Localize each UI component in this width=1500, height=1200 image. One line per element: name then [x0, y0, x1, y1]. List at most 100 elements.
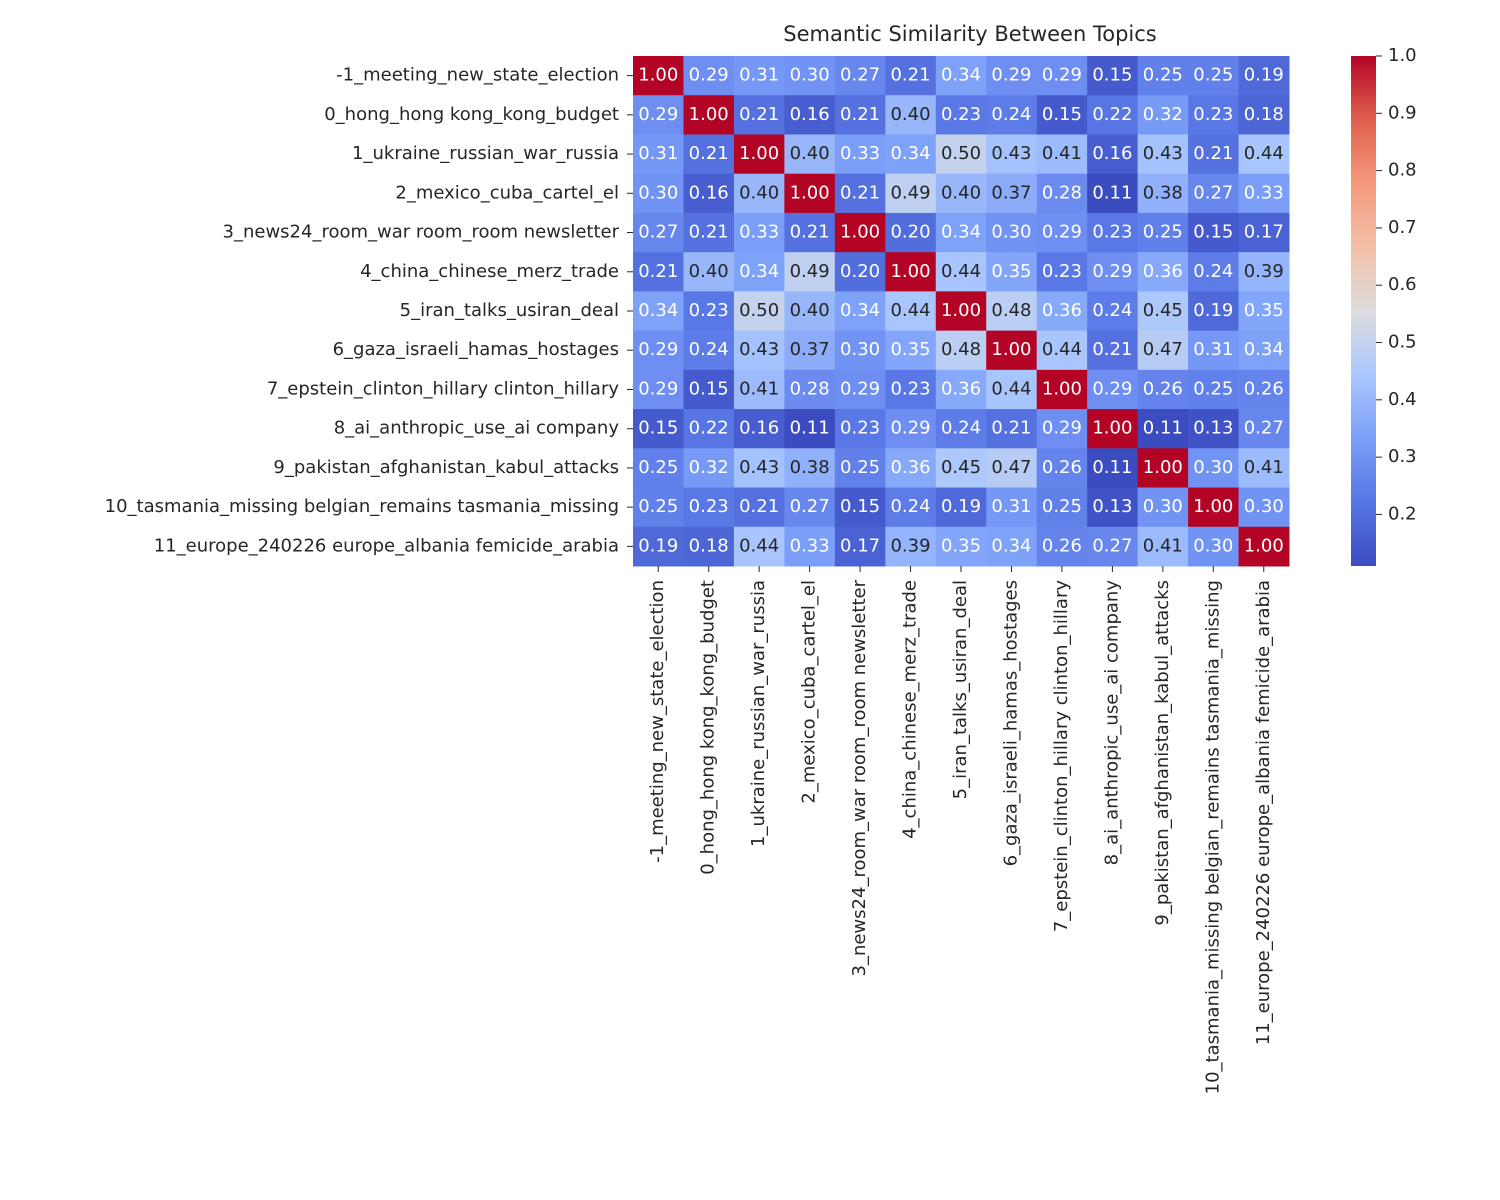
- cell-label: 0.21: [638, 261, 678, 282]
- cell-label: 0.31: [991, 496, 1031, 517]
- heatmap-cell: [683, 291, 735, 332]
- heatmap-cell: [1036, 173, 1088, 214]
- heatmap-cell: [1188, 330, 1240, 371]
- heatmap-cell: [986, 56, 1038, 96]
- cell-label: 0.30: [840, 339, 880, 360]
- heatmap-cell: [935, 448, 987, 489]
- heatmap-cell: [986, 369, 1038, 410]
- cell-label: 0.48: [941, 339, 981, 360]
- cell-label: 0.24: [689, 339, 729, 360]
- cell-label: 0.25: [638, 496, 678, 517]
- cell-label: 0.21: [890, 65, 930, 86]
- heatmap-cell: [1188, 134, 1240, 175]
- cell-label: 0.50: [941, 143, 981, 164]
- heatmap-cell: [885, 134, 937, 175]
- heatmap-cell: [1137, 95, 1189, 135]
- heatmap-cell: [834, 173, 886, 214]
- cell-label: 0.29: [1092, 261, 1132, 282]
- cell-label: 0.23: [689, 300, 729, 321]
- heatmap-cell: [1188, 526, 1240, 567]
- heatmap-cell: [885, 487, 937, 528]
- cell-label: 0.49: [890, 182, 930, 203]
- heatmap-cell: [885, 252, 937, 292]
- x-tick-label: 10_tasmania_missing belgian_remains tasm…: [1202, 580, 1223, 1094]
- heatmap-cell: [1087, 369, 1139, 410]
- heatmap-cell: [1087, 526, 1139, 567]
- cell-label: 0.29: [991, 65, 1031, 86]
- cell-label: 0.29: [840, 378, 880, 399]
- cell-label: 1.00: [790, 182, 830, 203]
- x-tick-label: 3_news24_room_war room_room newsletter: [849, 579, 870, 976]
- heatmap-cell: [633, 291, 684, 332]
- colorbar-tick-label: 0.5: [1388, 332, 1417, 353]
- heatmap-cell: [1087, 291, 1139, 332]
- cell-label: 0.29: [638, 104, 678, 125]
- cell-label: 0.45: [941, 457, 981, 478]
- cell-label: 1.00: [1042, 378, 1082, 399]
- heatmap-cell: [683, 487, 735, 528]
- cell-label: 0.29: [689, 65, 729, 86]
- cell-label: 0.41: [1244, 457, 1284, 478]
- heatmap-cell: [1238, 56, 1290, 96]
- cell-label: 0.21: [689, 222, 729, 243]
- y-tick-label: 4_china_chinese_merz_trade: [360, 261, 619, 282]
- heatmap-cell: [1087, 173, 1139, 214]
- cell-label: 0.27: [1193, 182, 1233, 203]
- heatmap-cell: [1137, 173, 1189, 214]
- y-tick-label: 10_tasmania_missing belgian_remains tasm…: [105, 496, 619, 517]
- cell-label: 0.48: [991, 300, 1031, 321]
- heatmap-cell: [986, 409, 1038, 449]
- heatmap-cell: [1087, 56, 1139, 96]
- cell-label: 1.00: [1092, 418, 1132, 439]
- cell-label: 0.21: [1092, 339, 1132, 360]
- heatmap-cell: [986, 291, 1038, 332]
- cell-label: 0.21: [739, 104, 779, 125]
- cell-label: 0.39: [1244, 261, 1284, 282]
- heatmap-cell: [683, 173, 735, 214]
- heatmap-cell: [986, 448, 1038, 489]
- heatmap-cell: [1137, 369, 1189, 410]
- heatmap-cell: [733, 95, 785, 135]
- heatmap-cell: [1087, 330, 1139, 371]
- cell-label: 0.16: [1092, 143, 1132, 164]
- heatmap-cell: [784, 252, 836, 292]
- heatmap-cell: [986, 526, 1038, 567]
- cell-label: 0.22: [1092, 104, 1132, 125]
- colorbar-tick-label: 0.3: [1388, 446, 1417, 467]
- x-tick-label: 5_iran_talks_usiran_deal: [950, 580, 971, 799]
- cell-label: 0.20: [840, 261, 880, 282]
- heatmap-cell: [935, 95, 987, 135]
- cell-label: 0.21: [840, 104, 880, 125]
- heatmap-cell: [935, 252, 987, 292]
- cell-label: 0.20: [890, 222, 930, 243]
- cell-label: 0.43: [739, 339, 779, 360]
- x-tick-label: 2_mexico_cuba_cartel_el: [799, 580, 820, 804]
- heatmap-cell: [1238, 369, 1290, 410]
- heatmap-cell: [633, 526, 684, 567]
- heatmap-cell: [1188, 448, 1240, 489]
- heatmap-cell: [1238, 409, 1290, 449]
- heatmap-cell: [633, 330, 684, 371]
- heatmap-cell: [935, 487, 987, 528]
- heatmap-cell: [1238, 252, 1290, 292]
- cell-label: 0.27: [840, 65, 880, 86]
- cell-label: 0.24: [991, 104, 1031, 125]
- cell-label: 0.16: [689, 182, 729, 203]
- cell-label: 0.44: [1244, 143, 1284, 164]
- heatmap-cell: [885, 95, 937, 135]
- cell-label: 0.11: [790, 418, 830, 439]
- cell-label: 0.24: [1193, 261, 1233, 282]
- cell-label: 0.36: [890, 457, 930, 478]
- heatmap-cell: [885, 369, 937, 410]
- cell-label: 0.23: [890, 378, 930, 399]
- heatmap-cell: [784, 526, 836, 567]
- heatmap-cell: [834, 526, 886, 567]
- heatmap-cell: [683, 56, 735, 96]
- heatmap-cell: [986, 173, 1038, 214]
- cell-label: 0.34: [1244, 339, 1284, 360]
- cell-label: 0.16: [790, 104, 830, 125]
- y-tick-label: 1_ukraine_russian_war_russia: [352, 143, 619, 164]
- heatmap-cell: [633, 212, 684, 253]
- cell-label: 0.13: [1092, 496, 1132, 517]
